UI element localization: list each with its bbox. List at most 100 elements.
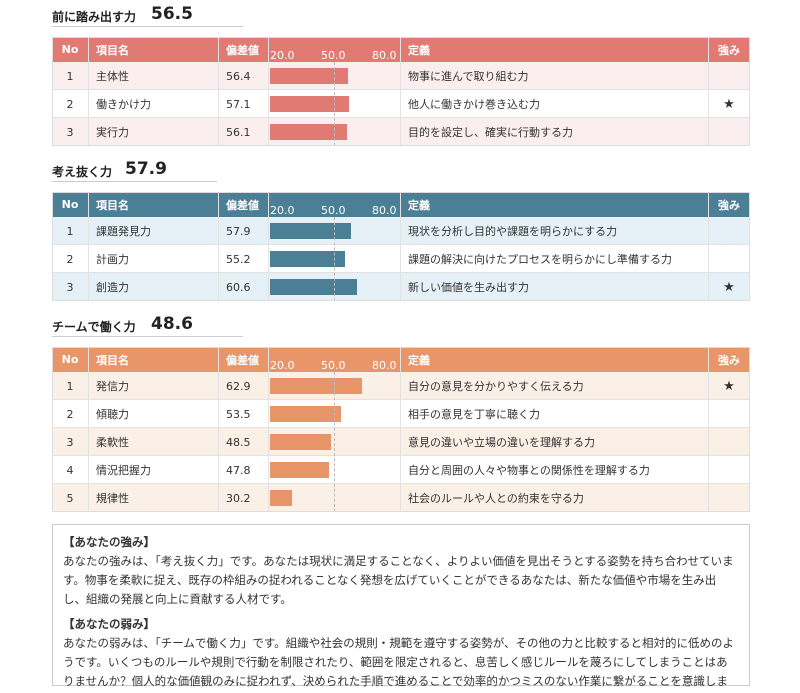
cell: 意見の違いや立場の違いを理解する力 — [408, 436, 595, 449]
scale-tick: 80.0 — [372, 204, 397, 217]
col-divider — [400, 192, 401, 301]
header-cell: 項目名 — [96, 43, 129, 57]
header-cell: 強み — [718, 353, 740, 367]
cell: 1 — [66, 379, 74, 393]
cell: 4 — [66, 463, 74, 477]
cell: 56.4 — [226, 69, 251, 83]
table-header — [52, 347, 750, 372]
scale-tick: 80.0 — [372, 359, 397, 372]
header-cell: No — [61, 43, 79, 56]
table-border — [52, 192, 750, 301]
cell: 働きかけ力 — [96, 98, 151, 111]
cell: 47.8 — [226, 463, 251, 477]
table-border — [52, 347, 750, 512]
cell: 創造力 — [96, 281, 129, 294]
scale-tick: 80.0 — [372, 49, 397, 62]
cell: 1 — [66, 224, 74, 238]
section-title: 考え抜く力 — [52, 165, 113, 179]
col-divider — [400, 347, 401, 512]
header-cell: 定義 — [408, 198, 430, 212]
cell: 55.2 — [226, 252, 251, 266]
cell: 主体性 — [96, 70, 129, 83]
cell: 発信力 — [96, 380, 129, 393]
cell: 2 — [66, 97, 74, 111]
summary-heading: 【あなたの弱み】 — [63, 617, 155, 631]
reference-line — [334, 372, 335, 512]
bar — [270, 251, 346, 267]
col-divider — [708, 347, 709, 512]
title-underline — [52, 336, 243, 337]
cell: 5 — [66, 491, 74, 505]
summary-heading: 【あなたの強み】 — [63, 535, 155, 549]
col-divider — [708, 192, 709, 301]
table-header — [52, 37, 750, 62]
col-divider — [218, 192, 219, 301]
scale-tick: 50.0 — [321, 49, 346, 62]
header-cell: 項目名 — [96, 198, 129, 212]
cell: 62.9 — [226, 379, 251, 393]
cell: 計画力 — [96, 253, 129, 266]
section-score: 56.5 — [151, 4, 193, 24]
header-cell: No — [61, 353, 79, 366]
cell: 他人に働きかけ巻き込む力 — [408, 98, 540, 111]
cell: ★ — [723, 378, 735, 394]
cell: ★ — [723, 279, 735, 295]
header-cell: 定義 — [408, 43, 430, 57]
section-score: 48.6 — [151, 314, 193, 334]
scale-tick: 50.0 — [321, 204, 346, 217]
cell: ★ — [723, 96, 735, 112]
cell: 相手の意見を丁寧に聴く力 — [408, 408, 540, 421]
cell: 2 — [66, 252, 74, 266]
reference-line — [334, 217, 335, 301]
header-cell: 偏差値 — [226, 198, 259, 212]
section-score: 57.9 — [125, 159, 167, 179]
header-cell: No — [61, 198, 79, 211]
cell: 60.6 — [226, 280, 251, 294]
col-divider — [268, 347, 269, 512]
section-title: 前に踏み出す力 — [52, 10, 137, 24]
summary-body: あなたの強みは、「考え抜く力」です。あなたは現状に満足することなく、よりよい価値… — [63, 554, 734, 606]
cell: 目的を設定し、確実に行動する力 — [408, 126, 573, 139]
bar — [270, 490, 292, 506]
cell: 3 — [66, 125, 74, 139]
cell: 2 — [66, 407, 74, 421]
bar — [270, 96, 350, 112]
cell: 3 — [66, 435, 74, 449]
bar — [270, 434, 331, 450]
header-cell: 偏差値 — [226, 43, 259, 57]
col-divider — [218, 37, 219, 146]
cell: 柔軟性 — [96, 436, 129, 449]
cell: 課題発見力 — [96, 225, 151, 238]
cell: 48.5 — [226, 435, 251, 449]
bar — [270, 68, 348, 84]
col-divider — [400, 37, 401, 146]
header-cell: 項目名 — [96, 353, 129, 367]
scale-tick: 20.0 — [270, 49, 295, 62]
reference-line — [334, 62, 335, 146]
cell: 30.2 — [226, 491, 251, 505]
cell: 物事に進んで取り組む力 — [408, 70, 529, 83]
header-cell: 強み — [718, 43, 740, 57]
bar — [270, 462, 330, 478]
bar — [270, 223, 351, 239]
cell: 社会のルールや人との約束を守る力 — [408, 492, 584, 505]
cell: 自分の意見を分かりやすく伝える力 — [408, 380, 584, 393]
cell: 57.9 — [226, 224, 251, 238]
col-divider — [708, 37, 709, 146]
col-divider — [88, 37, 89, 146]
cell: 傾聴力 — [96, 408, 129, 421]
cell: 課題の解決に向けたプロセスを明らかにし準備する力 — [408, 253, 672, 266]
cell: 情況把握力 — [96, 464, 151, 477]
cell: 実行力 — [96, 126, 129, 139]
title-underline — [52, 26, 243, 27]
summary-body: あなたの弱みは、「チームで働く力」です。組織や社会の規則・規範を遵守する姿勢が、… — [63, 636, 735, 688]
cell: 53.5 — [226, 407, 251, 421]
col-divider — [268, 37, 269, 146]
bar — [270, 378, 362, 394]
scale-tick: 20.0 — [270, 204, 295, 217]
cell: 56.1 — [226, 125, 251, 139]
title-underline — [52, 181, 217, 182]
scale-tick: 50.0 — [321, 359, 346, 372]
scale-tick: 20.0 — [270, 359, 295, 372]
cell: 57.1 — [226, 97, 251, 111]
